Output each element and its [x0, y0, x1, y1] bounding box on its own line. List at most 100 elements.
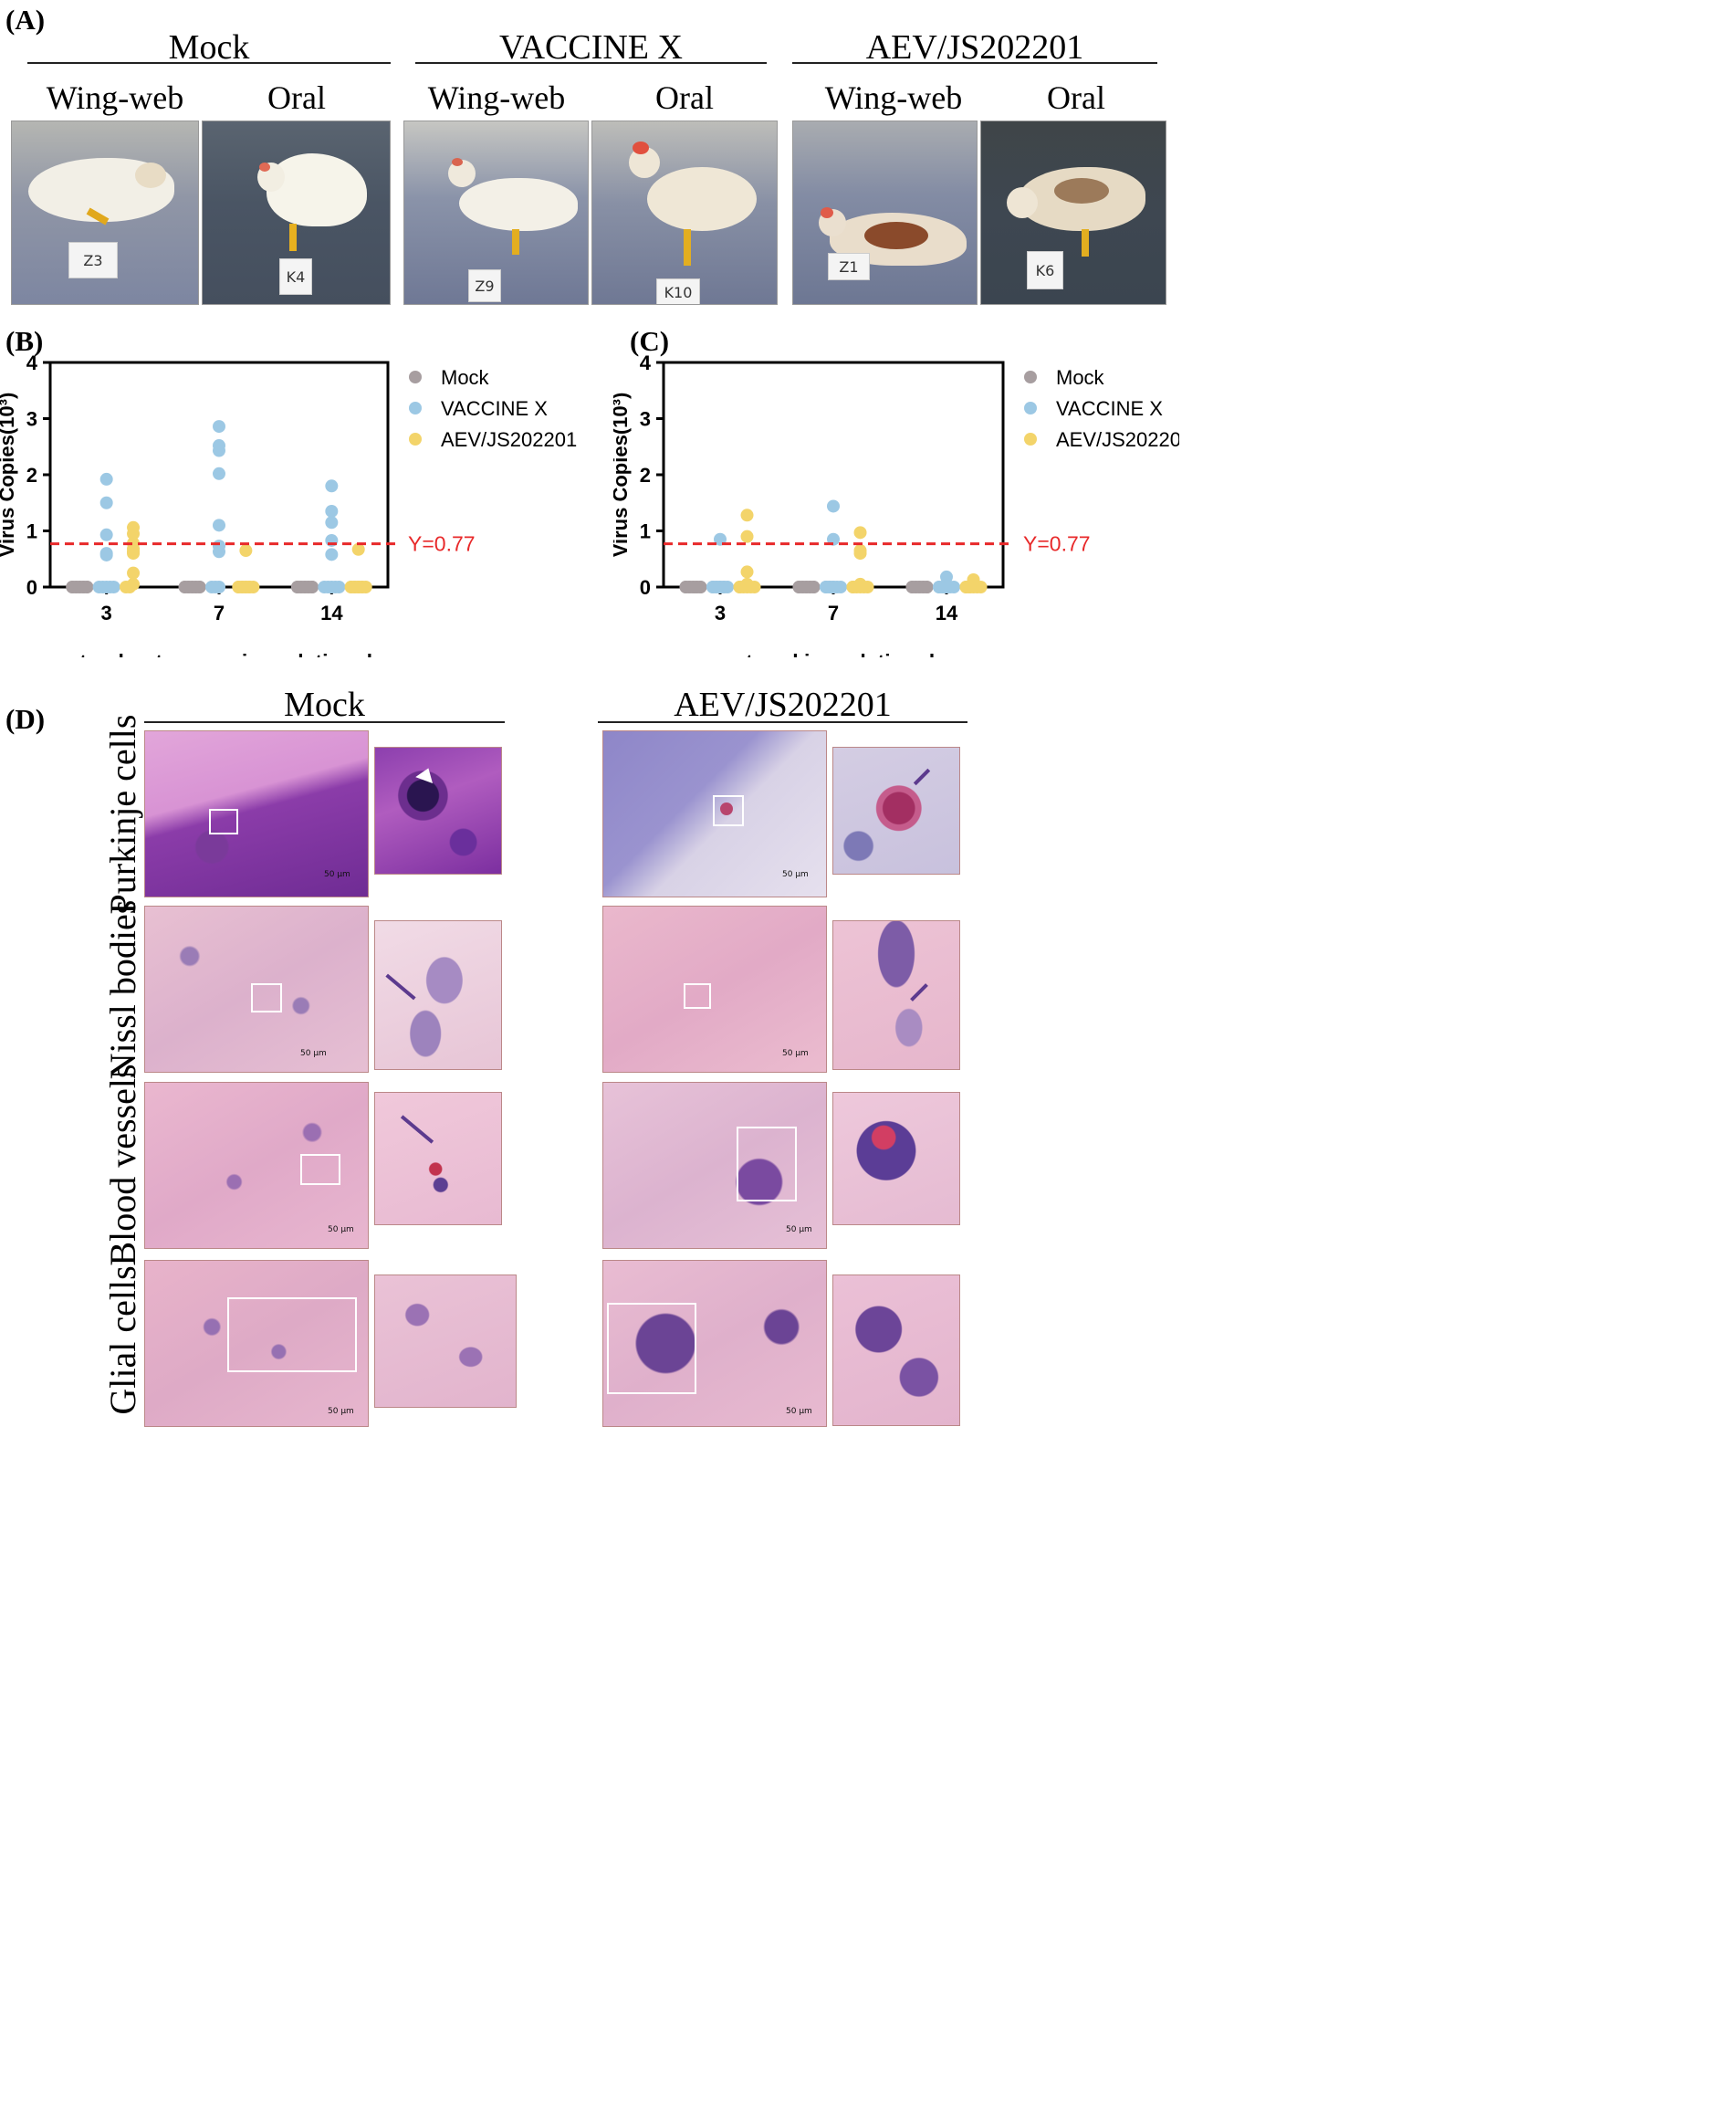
row-label-glial: Glial cells [102, 1265, 143, 1415]
chicken-photo-aev-wingweb: Z1 [792, 121, 978, 305]
legend-label: VACCINE X [441, 397, 548, 420]
data-point [213, 519, 225, 532]
scale-bar-label: 50 μm [782, 870, 809, 879]
histology-aev-glial-zoom [832, 1275, 960, 1426]
data-point [213, 444, 225, 457]
y-tick-label: 0 [26, 576, 37, 599]
x-tick-label: 14 [936, 602, 958, 624]
route-label: Oral [655, 79, 714, 116]
histology-aev-glial: 50 μm [602, 1260, 827, 1427]
data-point [239, 544, 253, 558]
histology-mock-blood-vessels: 50 μm [144, 1082, 369, 1249]
chicken-photo-vaccine-wingweb: Z9 [403, 121, 589, 305]
data-point [127, 547, 141, 561]
data-point [807, 581, 821, 593]
data-point [846, 581, 860, 593]
data-point [305, 581, 319, 593]
data-point [99, 496, 113, 509]
id-tag: K6 [1027, 251, 1063, 289]
scale-bar-label: 50 μm [782, 1049, 809, 1058]
data-point [243, 581, 256, 593]
legend-marker [409, 402, 422, 414]
histology-mock-glial: 50 μm [144, 1260, 369, 1427]
data-point [963, 581, 977, 593]
histology-mock-purkinje: 50 μm [144, 730, 369, 897]
panel-d-label: (D) [5, 703, 46, 735]
data-point [740, 565, 754, 579]
route-label: Oral [267, 79, 326, 116]
legend-label: VACCINE X [1056, 397, 1163, 420]
data-point [974, 581, 988, 593]
data-point [123, 581, 137, 593]
chicken-photo-mock-oral: K4 [202, 121, 391, 305]
data-point [827, 499, 840, 513]
histology-mock-blood-vessels-zoom [374, 1092, 502, 1225]
x-tick-label: 14 [320, 602, 343, 624]
data-point [940, 581, 953, 593]
y-axis-label: Virus Copies(10³) [0, 393, 18, 558]
data-point [99, 528, 113, 541]
x-tick-label: 7 [214, 602, 225, 624]
data-point [127, 527, 141, 540]
x-tick-label: 3 [101, 602, 112, 624]
route-label: Wing-web [824, 79, 963, 116]
group-title-aev: AEV/JS202201 [865, 28, 1084, 67]
data-point [325, 479, 339, 493]
scale-bar-label: 50 μm [786, 1225, 812, 1234]
y-tick-label: 3 [26, 408, 37, 431]
group-divider [792, 62, 1157, 64]
y-tick-label: 0 [640, 576, 651, 599]
group-title-vaccine: VACCINE X [499, 28, 683, 67]
route-label: Oral [1047, 79, 1105, 116]
legend-label: AEV/JS202201 [441, 428, 577, 451]
histo-column-mock: Mock [284, 686, 365, 724]
reference-line-label: Y=0.77 [1023, 532, 1091, 556]
data-point [351, 542, 365, 556]
reference-line-label: Y=0.77 [408, 532, 476, 556]
scale-bar-label: 50 μm [328, 1225, 354, 1234]
group-divider [27, 62, 391, 64]
x-tick-label: 7 [828, 602, 839, 624]
x-axis-label: post-subcutaneous inoculation day [42, 650, 395, 657]
virus-copies-chart-oral: 0 1 2 3 4 Virus Copies(10³) 3 7 14 post-oral inoc… [613, 351, 1179, 657]
y-axis-label: Virus Copies(10³) [613, 393, 632, 558]
id-tag: K4 [279, 258, 312, 295]
data-point [694, 581, 707, 593]
data-point [80, 581, 94, 593]
id-tag: K10 [656, 278, 700, 304]
histology-aev-nissl-zoom [832, 920, 960, 1070]
histology-mock-nissl: 50 μm [144, 906, 369, 1073]
plot-frame [662, 361, 1005, 589]
chicken-photo-aev-oral: K6 [980, 121, 1166, 305]
data-point [740, 509, 754, 522]
panel-c-label: (C) [630, 325, 670, 357]
chicken-photo-mock-wingweb: Z3 [11, 121, 199, 305]
data-point [213, 420, 225, 434]
y-tick-label: 4 [640, 351, 652, 374]
data-point [355, 581, 369, 593]
scale-bar-label: 50 μm [300, 1049, 327, 1058]
scale-bar-label: 50 μm [324, 870, 350, 879]
group-title-mock: Mock [168, 28, 250, 67]
data-point [213, 581, 225, 593]
data-point [193, 581, 206, 593]
histology-aev-blood-vessels: 50 μm [602, 1082, 827, 1249]
virus-copies-chart-subcutaneous: 0 1 2 3 4 Virus Copies(10³) 3 7 14 post-subcutane… [0, 351, 577, 657]
y-tick-label: 2 [26, 464, 37, 487]
data-point [733, 581, 747, 593]
x-tick-label: 3 [715, 602, 726, 624]
data-point [107, 581, 120, 593]
y-tick-label: 1 [640, 520, 651, 543]
id-tag: Z9 [468, 269, 501, 302]
id-tag: Z3 [68, 242, 118, 278]
histology-mock-nissl-zoom [374, 920, 502, 1070]
histology-aev-purkinje-zoom [832, 747, 960, 875]
data-point [99, 548, 113, 561]
data-point [325, 504, 339, 518]
data-point [740, 530, 754, 543]
x-axis-label: post-oral inoculation day [708, 650, 958, 657]
data-point [332, 581, 346, 593]
data-point [827, 581, 840, 593]
data-point [325, 548, 339, 561]
scale-bar-label: 50 μm [786, 1407, 812, 1416]
